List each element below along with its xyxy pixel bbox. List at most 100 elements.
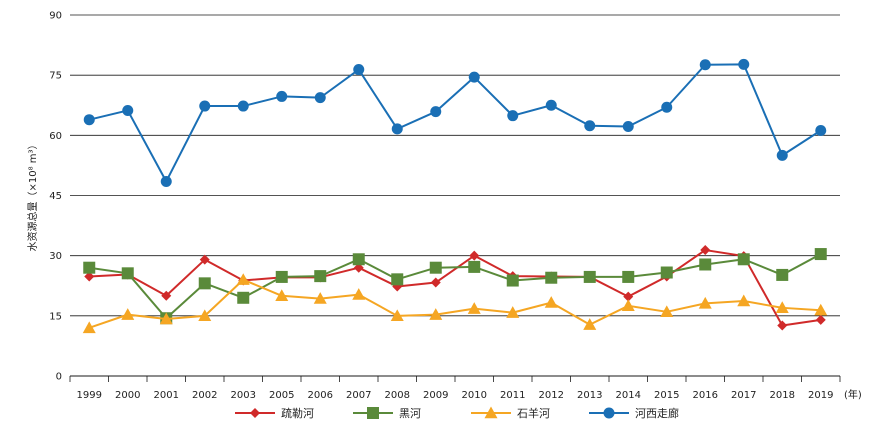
x-tick-label: 2007 bbox=[346, 390, 371, 401]
y-axis-title: 水资源总量（×10⁸ m³） bbox=[26, 139, 39, 251]
data-point bbox=[390, 309, 404, 322]
data-point bbox=[623, 291, 634, 302]
x-tick-label: 2014 bbox=[616, 390, 641, 401]
series-line bbox=[89, 249, 821, 327]
x-tick-label: 2012 bbox=[539, 390, 564, 401]
data-point bbox=[545, 271, 558, 284]
data-point bbox=[161, 290, 172, 301]
data-point bbox=[199, 100, 211, 112]
x-tick-label: 2001 bbox=[154, 390, 179, 401]
data-point bbox=[737, 253, 750, 266]
series-2 bbox=[82, 273, 828, 334]
x-tick-label: 1999 bbox=[77, 390, 102, 401]
data-point bbox=[467, 302, 481, 314]
data-point bbox=[776, 149, 788, 161]
data-point bbox=[777, 320, 788, 331]
legend-item: 黑河 bbox=[353, 407, 421, 420]
series-line bbox=[89, 253, 822, 320]
x-tick-label: 2018 bbox=[770, 390, 795, 401]
data-point bbox=[430, 277, 441, 288]
legend-label: 河西走廊 bbox=[635, 406, 679, 420]
data-point bbox=[699, 59, 711, 71]
data-point bbox=[815, 314, 826, 325]
legend-item: 石羊河 bbox=[471, 406, 550, 420]
data-point bbox=[469, 250, 480, 261]
data-point bbox=[622, 270, 635, 283]
data-point bbox=[391, 123, 403, 135]
legend-item: 疏勒河 bbox=[235, 406, 314, 420]
data-point bbox=[237, 100, 249, 112]
legend-label: 石羊河 bbox=[517, 406, 550, 420]
grid-layer bbox=[70, 14, 840, 317]
data-point bbox=[776, 268, 789, 281]
data-point bbox=[391, 273, 404, 286]
data-point bbox=[159, 312, 173, 325]
data-point bbox=[314, 270, 327, 283]
x-tick-label: 2002 bbox=[192, 390, 217, 401]
data-point bbox=[661, 101, 673, 113]
x-axis-unit-label: (年) bbox=[844, 388, 862, 401]
data-point bbox=[83, 261, 96, 274]
series-line bbox=[88, 278, 821, 329]
data-point bbox=[698, 296, 712, 309]
data-point bbox=[276, 90, 288, 102]
x-tick-label: 2013 bbox=[577, 390, 602, 401]
series-line bbox=[89, 63, 822, 183]
data-point bbox=[660, 266, 673, 279]
data-point bbox=[583, 318, 597, 330]
data-point bbox=[506, 306, 520, 318]
series-0 bbox=[84, 245, 826, 331]
x-tick-label: 2010 bbox=[462, 390, 487, 401]
x-tick-label: 2016 bbox=[693, 390, 718, 401]
data-point bbox=[775, 301, 789, 314]
data-point bbox=[314, 92, 326, 104]
data-point bbox=[352, 288, 366, 300]
data-point bbox=[84, 271, 95, 282]
data-point bbox=[83, 114, 95, 126]
x-tick-label: 2006 bbox=[308, 390, 333, 401]
data-point bbox=[313, 292, 327, 304]
data-point bbox=[814, 248, 827, 261]
legend-swatch-marker bbox=[367, 407, 379, 419]
legend-layer: 疏勒河 黑河 石羊河 河西走廊 bbox=[235, 406, 679, 420]
x-tick-label: 2019 bbox=[808, 390, 833, 401]
legend-swatch-marker bbox=[250, 408, 260, 418]
data-point bbox=[198, 309, 212, 322]
data-point bbox=[198, 277, 211, 290]
data-point bbox=[275, 270, 288, 283]
y-tick-label: 45 bbox=[49, 191, 62, 202]
data-point bbox=[430, 106, 442, 118]
data-point bbox=[660, 305, 674, 318]
data-point bbox=[583, 270, 596, 283]
data-point bbox=[545, 99, 557, 111]
x-tick-label: 2017 bbox=[731, 390, 756, 401]
data-point bbox=[352, 253, 365, 266]
data-point bbox=[544, 296, 558, 308]
data-point bbox=[700, 245, 711, 256]
data-point bbox=[468, 260, 481, 273]
data-point bbox=[275, 289, 289, 301]
data-point bbox=[506, 274, 519, 287]
legend-swatch-marker bbox=[484, 406, 498, 419]
y-tick-label: 60 bbox=[49, 131, 62, 142]
y-tick-label: 30 bbox=[49, 251, 62, 262]
data-point bbox=[621, 299, 635, 312]
y-tick-label: 90 bbox=[49, 11, 62, 22]
y-tick-label: 0 bbox=[56, 372, 62, 383]
data-point bbox=[699, 258, 712, 271]
data-point bbox=[468, 71, 480, 83]
data-point bbox=[121, 308, 135, 320]
data-point bbox=[429, 261, 442, 274]
legend-label: 疏勒河 bbox=[281, 406, 314, 420]
legend-swatch-marker bbox=[603, 407, 615, 419]
data-point bbox=[353, 64, 365, 76]
series-1 bbox=[83, 248, 827, 325]
y-tick-label: 15 bbox=[49, 311, 62, 322]
axis-layer: 0 15 30 45 60 75 90 1999 2000 2001 2002 2003 2005 200… bbox=[26, 11, 862, 402]
x-tick-label: 2009 bbox=[423, 390, 448, 401]
legend-label: 黑河 bbox=[399, 407, 421, 420]
x-tick-label: 2003 bbox=[231, 390, 256, 401]
data-point bbox=[737, 294, 751, 307]
